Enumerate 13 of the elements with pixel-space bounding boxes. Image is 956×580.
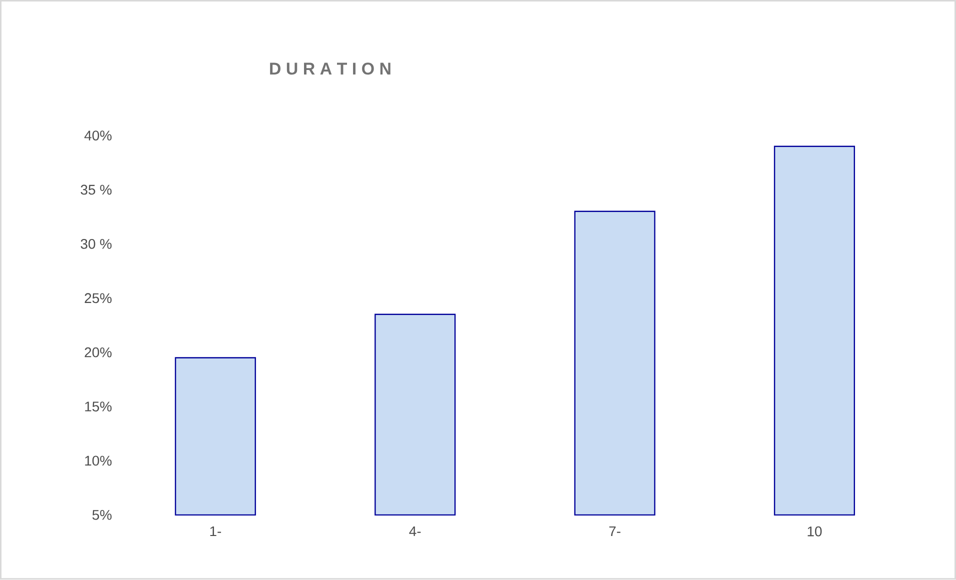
y-tick-label: 20% — [84, 348, 112, 358]
y-tick-label: 10% — [85, 456, 112, 466]
y-tick-label: 25% — [84, 293, 112, 304]
y-tick-label: 30 % — [80, 239, 112, 250]
x-tick-label: 1- — [210, 526, 222, 536]
y-tick-label: 40% — [84, 130, 112, 141]
y-tick-label: 5% — [92, 510, 112, 520]
x-tick-label: 4- — [409, 526, 421, 536]
x-tick-label: 7- — [609, 526, 620, 536]
x-tick-label: 10 — [808, 526, 822, 537]
y-tick-label: 15% — [85, 402, 112, 412]
y-tick-label: 35 % — [80, 184, 112, 195]
chart-title: D U R A T I O N — [270, 62, 390, 75]
